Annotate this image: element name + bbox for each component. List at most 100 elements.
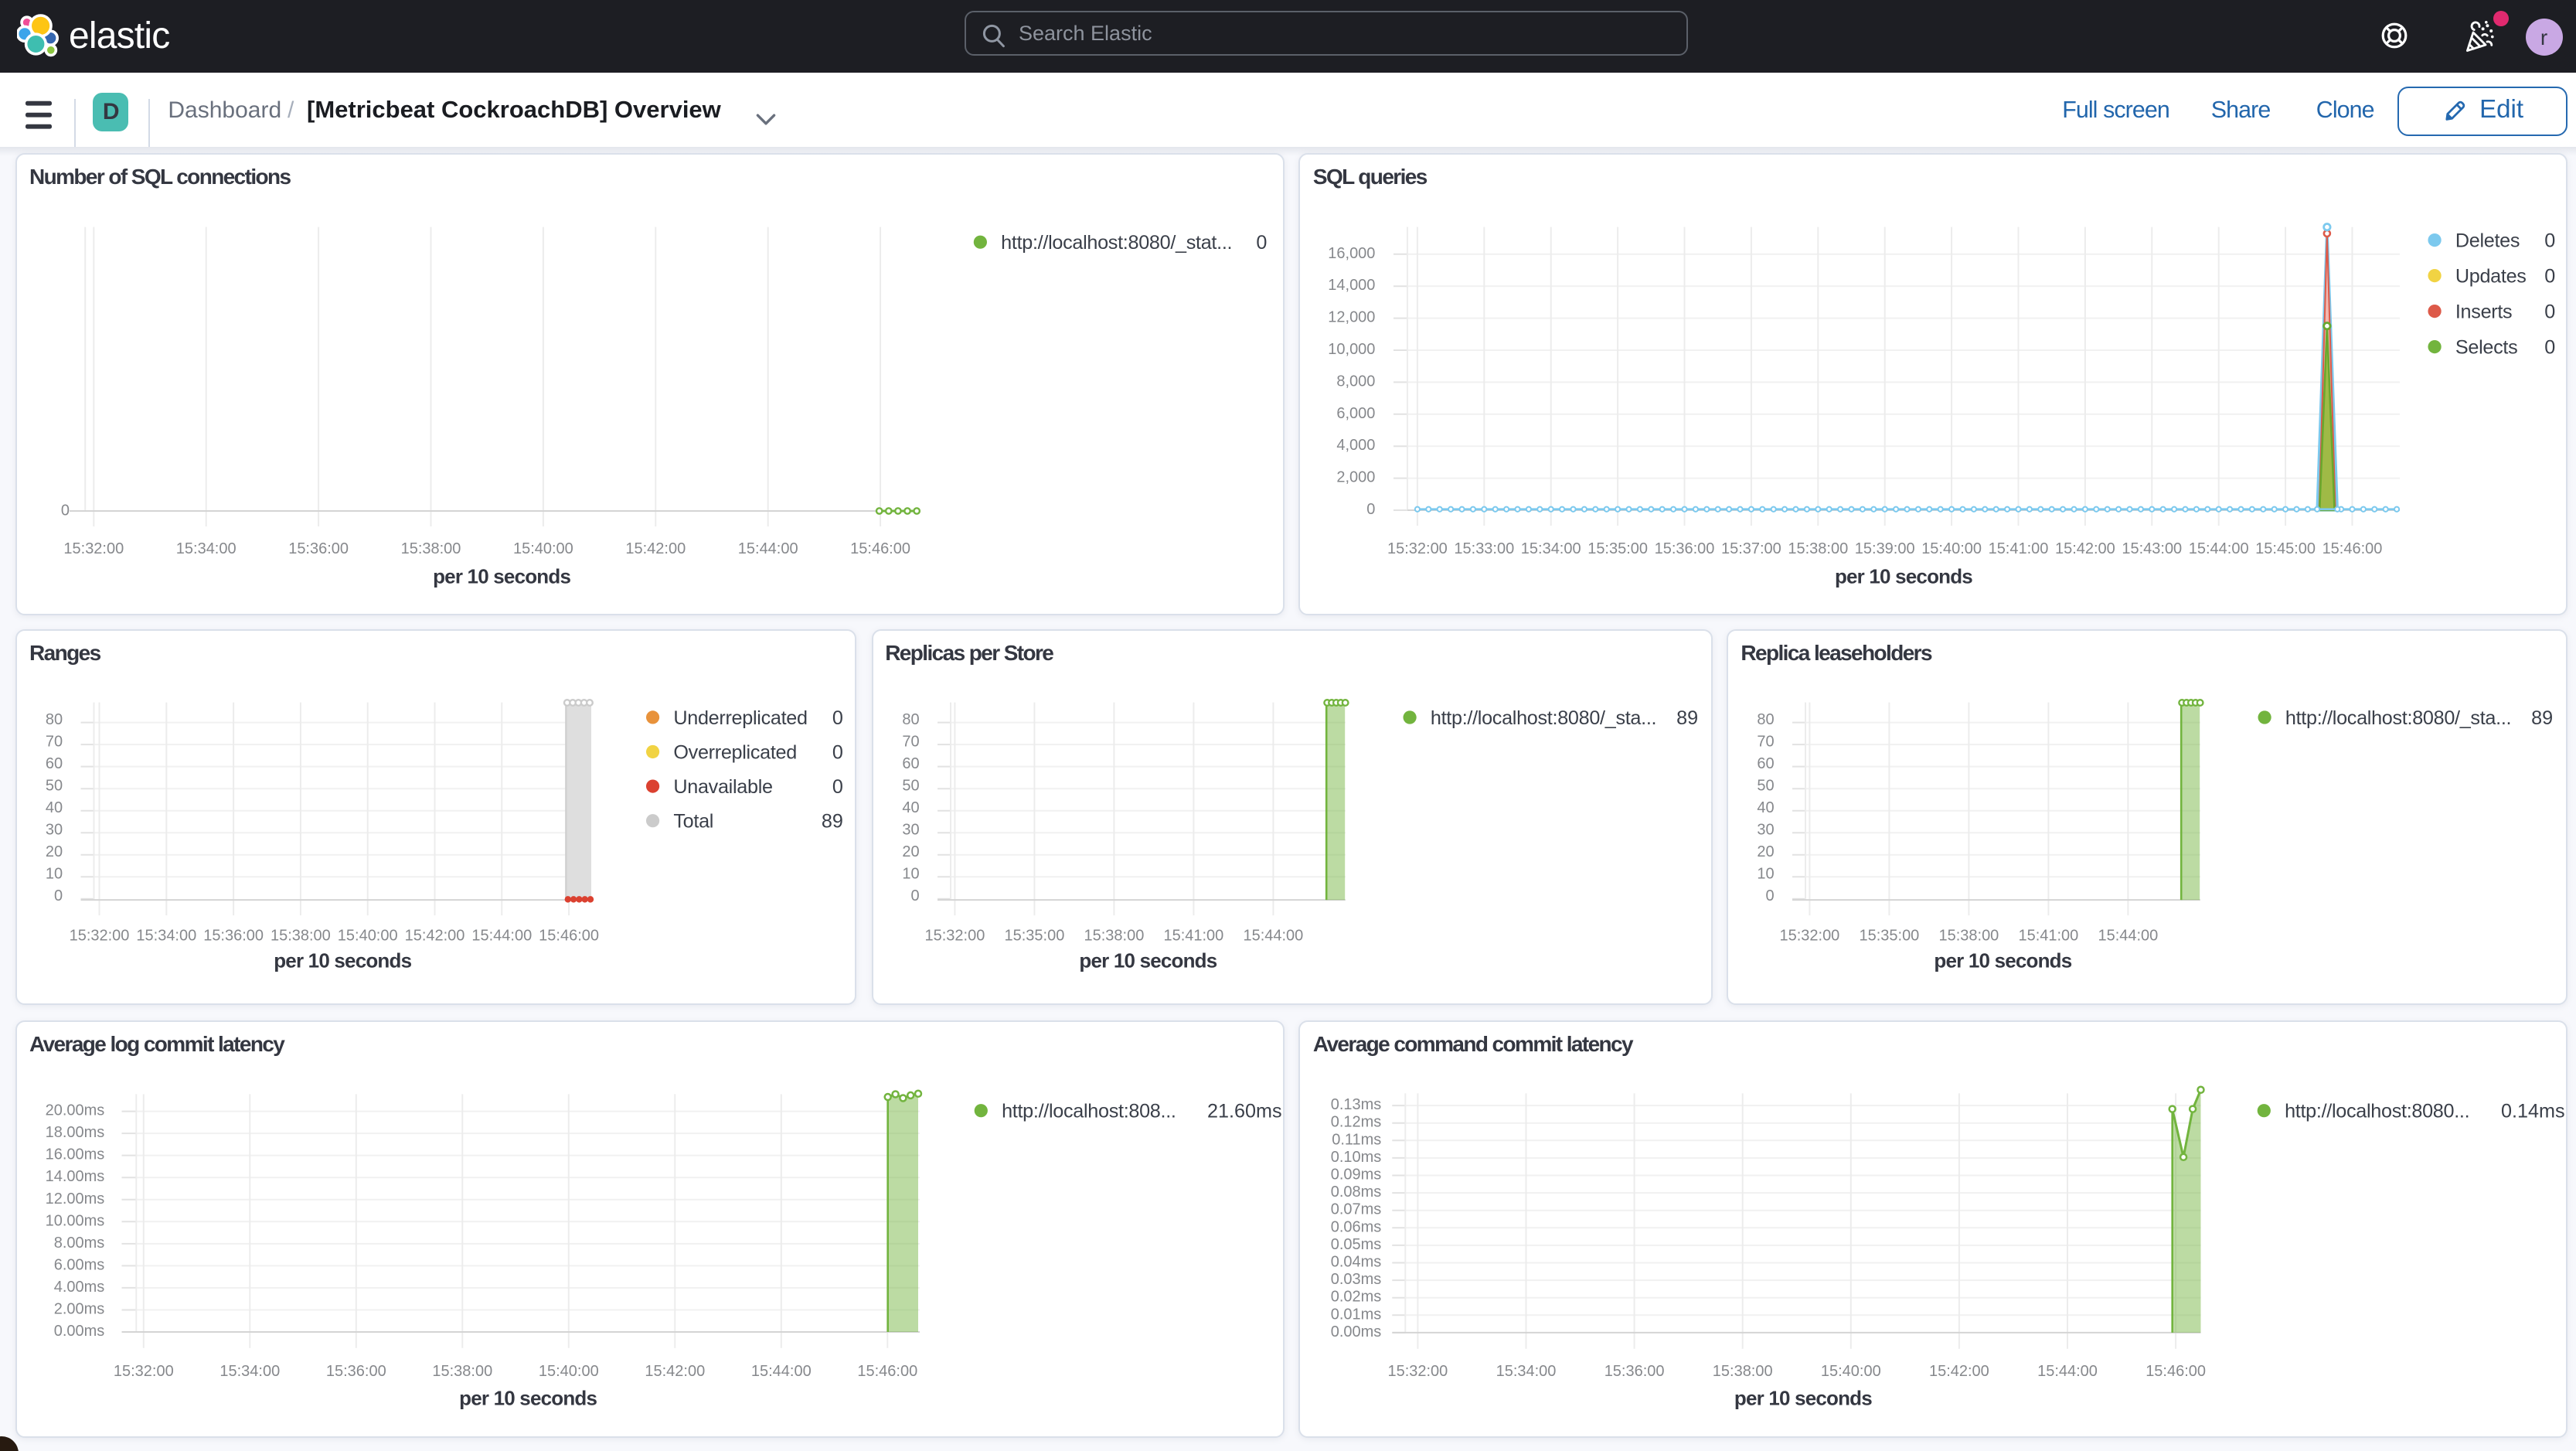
svg-text:15:40:00: 15:40:00 <box>513 540 573 557</box>
svg-text:15:40:00: 15:40:00 <box>539 1363 599 1380</box>
svg-text:per 10 seconds: per 10 seconds <box>1079 949 1217 972</box>
svg-text:15:32:00: 15:32:00 <box>924 928 985 945</box>
svg-text:15:46:00: 15:46:00 <box>2322 540 2383 557</box>
svg-text:14.00ms: 14.00ms <box>46 1168 105 1185</box>
svg-text:0: 0 <box>54 887 63 904</box>
svg-text:15:44:00: 15:44:00 <box>1243 928 1303 945</box>
svg-text:12,000: 12,000 <box>1329 308 1376 325</box>
svg-text:15:38:00: 15:38:00 <box>271 928 331 945</box>
svg-text:15:32:00: 15:32:00 <box>1388 1363 1448 1380</box>
svg-text:21.60ms: 21.60ms <box>1207 1100 1282 1122</box>
svg-text:per 10 seconds: per 10 seconds <box>433 564 570 588</box>
svg-text:15:44:00: 15:44:00 <box>2038 1363 2098 1380</box>
svg-text:2,000: 2,000 <box>1337 468 1376 485</box>
svg-text:0.11ms: 0.11ms <box>1332 1131 1382 1148</box>
svg-text:0.03ms: 0.03ms <box>1332 1271 1383 1288</box>
svg-text:80: 80 <box>46 711 63 728</box>
svg-text:per 10 seconds: per 10 seconds <box>1836 564 1973 588</box>
svg-text:0.02ms: 0.02ms <box>1332 1288 1383 1305</box>
svg-text:http://localhost:8080...: http://localhost:8080... <box>2285 1100 2470 1122</box>
svg-text:15:36:00: 15:36:00 <box>203 928 264 945</box>
svg-text:Selects: Selects <box>2456 336 2519 358</box>
svg-text:40: 40 <box>902 799 919 816</box>
svg-text:15:39:00: 15:39:00 <box>1856 540 1916 557</box>
svg-text:15:38:00: 15:38:00 <box>1939 928 1999 945</box>
svg-text:0: 0 <box>2545 336 2556 358</box>
svg-text:89: 89 <box>822 811 843 833</box>
svg-text:15:44:00: 15:44:00 <box>2190 540 2250 557</box>
svg-text:70: 70 <box>46 734 63 751</box>
svg-text:0.01ms: 0.01ms <box>1332 1306 1383 1323</box>
svg-text:15:34:00: 15:34:00 <box>1496 1363 1557 1380</box>
svg-text:4.00ms: 4.00ms <box>54 1279 105 1296</box>
svg-text:0.00ms: 0.00ms <box>54 1323 105 1340</box>
svg-text:14,000: 14,000 <box>1329 277 1376 294</box>
svg-text:0.00ms: 0.00ms <box>1332 1323 1383 1340</box>
svg-text:70: 70 <box>1758 734 1775 751</box>
svg-text:15:40:00: 15:40:00 <box>1822 1363 1882 1380</box>
svg-text:10.00ms: 10.00ms <box>46 1212 105 1229</box>
svg-text:http://localhost:8080/_stat...: http://localhost:8080/_stat... <box>1001 232 1232 254</box>
svg-text:15:38:00: 15:38:00 <box>1788 540 1849 557</box>
svg-text:15:41:00: 15:41:00 <box>1989 540 2049 557</box>
svg-text:Total: Total <box>673 811 713 833</box>
svg-text:0.12ms: 0.12ms <box>1332 1113 1383 1130</box>
svg-text:http://localhost:808...: http://localhost:808... <box>1002 1100 1176 1122</box>
svg-text:15:44:00: 15:44:00 <box>738 540 798 557</box>
svg-text:15:36:00: 15:36:00 <box>326 1363 386 1380</box>
svg-text:15:44:00: 15:44:00 <box>751 1363 812 1380</box>
svg-text:18.00ms: 18.00ms <box>46 1124 105 1141</box>
svg-text:10: 10 <box>46 866 63 883</box>
svg-text:80: 80 <box>902 711 919 728</box>
svg-text:15:34:00: 15:34:00 <box>136 928 196 945</box>
svg-text:89: 89 <box>2532 707 2554 729</box>
svg-text:10: 10 <box>902 866 919 883</box>
svg-text:0.06ms: 0.06ms <box>1332 1218 1383 1235</box>
svg-text:89: 89 <box>1676 707 1697 729</box>
svg-text:15:46:00: 15:46:00 <box>850 540 910 557</box>
svg-text:15:40:00: 15:40:00 <box>1922 540 1982 557</box>
svg-text:16,000: 16,000 <box>1329 244 1376 261</box>
svg-text:20: 20 <box>902 843 919 860</box>
svg-text:15:45:00: 15:45:00 <box>2256 540 2316 557</box>
svg-text:30: 30 <box>46 822 63 839</box>
svg-text:Unavailable: Unavailable <box>673 776 772 798</box>
svg-text:0.07ms: 0.07ms <box>1332 1201 1383 1218</box>
svg-text:12.00ms: 12.00ms <box>46 1190 105 1207</box>
svg-text:15:42:00: 15:42:00 <box>625 540 686 557</box>
svg-text:0: 0 <box>1256 232 1267 254</box>
svg-text:15:32:00: 15:32:00 <box>1388 540 1448 557</box>
svg-text:10: 10 <box>1758 866 1775 883</box>
svg-text:15:44:00: 15:44:00 <box>471 928 532 945</box>
svg-text:0: 0 <box>832 776 843 798</box>
svg-text:8.00ms: 8.00ms <box>54 1234 105 1251</box>
svg-text:10,000: 10,000 <box>1329 340 1376 357</box>
svg-text:15:40:00: 15:40:00 <box>338 928 398 945</box>
svg-text:15:34:00: 15:34:00 <box>176 540 237 557</box>
svg-text:15:38:00: 15:38:00 <box>401 540 461 557</box>
svg-text:15:46:00: 15:46:00 <box>857 1363 917 1380</box>
svg-text:0.09ms: 0.09ms <box>1332 1166 1383 1183</box>
svg-text:15:46:00: 15:46:00 <box>539 928 599 945</box>
svg-text:15:34:00: 15:34:00 <box>219 1363 280 1380</box>
svg-text:15:38:00: 15:38:00 <box>432 1363 492 1380</box>
svg-text:20: 20 <box>1758 843 1775 860</box>
svg-text:15:32:00: 15:32:00 <box>63 540 124 557</box>
svg-text:http://localhost:8080/_sta...: http://localhost:8080/_sta... <box>2285 707 2511 729</box>
svg-text:15:36:00: 15:36:00 <box>288 540 349 557</box>
svg-text:50: 50 <box>902 778 919 795</box>
svg-text:30: 30 <box>902 822 919 839</box>
svg-text:80: 80 <box>1758 711 1775 728</box>
svg-text:0.04ms: 0.04ms <box>1332 1253 1383 1270</box>
svg-text:15:43:00: 15:43:00 <box>2122 540 2183 557</box>
svg-text:15:38:00: 15:38:00 <box>1713 1363 1774 1380</box>
svg-text:15:42:00: 15:42:00 <box>405 928 465 945</box>
svg-text:50: 50 <box>1758 778 1775 795</box>
svg-text:2.00ms: 2.00ms <box>54 1300 105 1317</box>
svg-text:0: 0 <box>1367 500 1376 517</box>
svg-text:15:46:00: 15:46:00 <box>2146 1363 2207 1380</box>
svg-text:6.00ms: 6.00ms <box>54 1256 105 1273</box>
svg-text:15:32:00: 15:32:00 <box>114 1363 174 1380</box>
svg-text:15:37:00: 15:37:00 <box>1722 540 1782 557</box>
svg-text:15:36:00: 15:36:00 <box>1655 540 1715 557</box>
